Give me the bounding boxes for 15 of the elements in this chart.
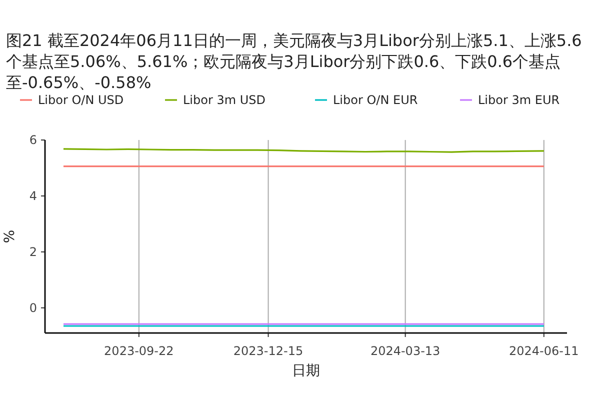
y-tick-label: 0	[29, 300, 37, 315]
y-tick-label: 2	[29, 244, 37, 259]
x-axis-title: 日期	[292, 363, 320, 379]
legend-label: Libor O/N EUR	[333, 93, 418, 107]
legend-label: Libor 3m EUR	[478, 93, 560, 107]
x-tick-label: 2024-03-13	[370, 344, 440, 358]
x-tick-label: 2023-12-15	[233, 344, 304, 358]
x-tick-label: 2024-06-11	[509, 344, 579, 358]
y-tick-label: 6	[29, 133, 37, 147]
legend-label: Libor 3m USD	[183, 93, 266, 107]
y-tick-label: 4	[29, 188, 37, 203]
x-tick-label: 2023-09-22	[104, 344, 174, 358]
chart-title: 图21 截至2024年06月11日的一周，美元隔夜与3月Libor分别上涨5.1、上涨5.6个基点至5.06%、5.61%；欧元隔夜与3月Libor分别下跌0.6、下跌0.6个基点至-0.65%、-0.58%	[6, 30, 583, 93]
y-axis-title: %	[2, 230, 18, 244]
legend-label: Libor O/N USD	[38, 93, 124, 107]
